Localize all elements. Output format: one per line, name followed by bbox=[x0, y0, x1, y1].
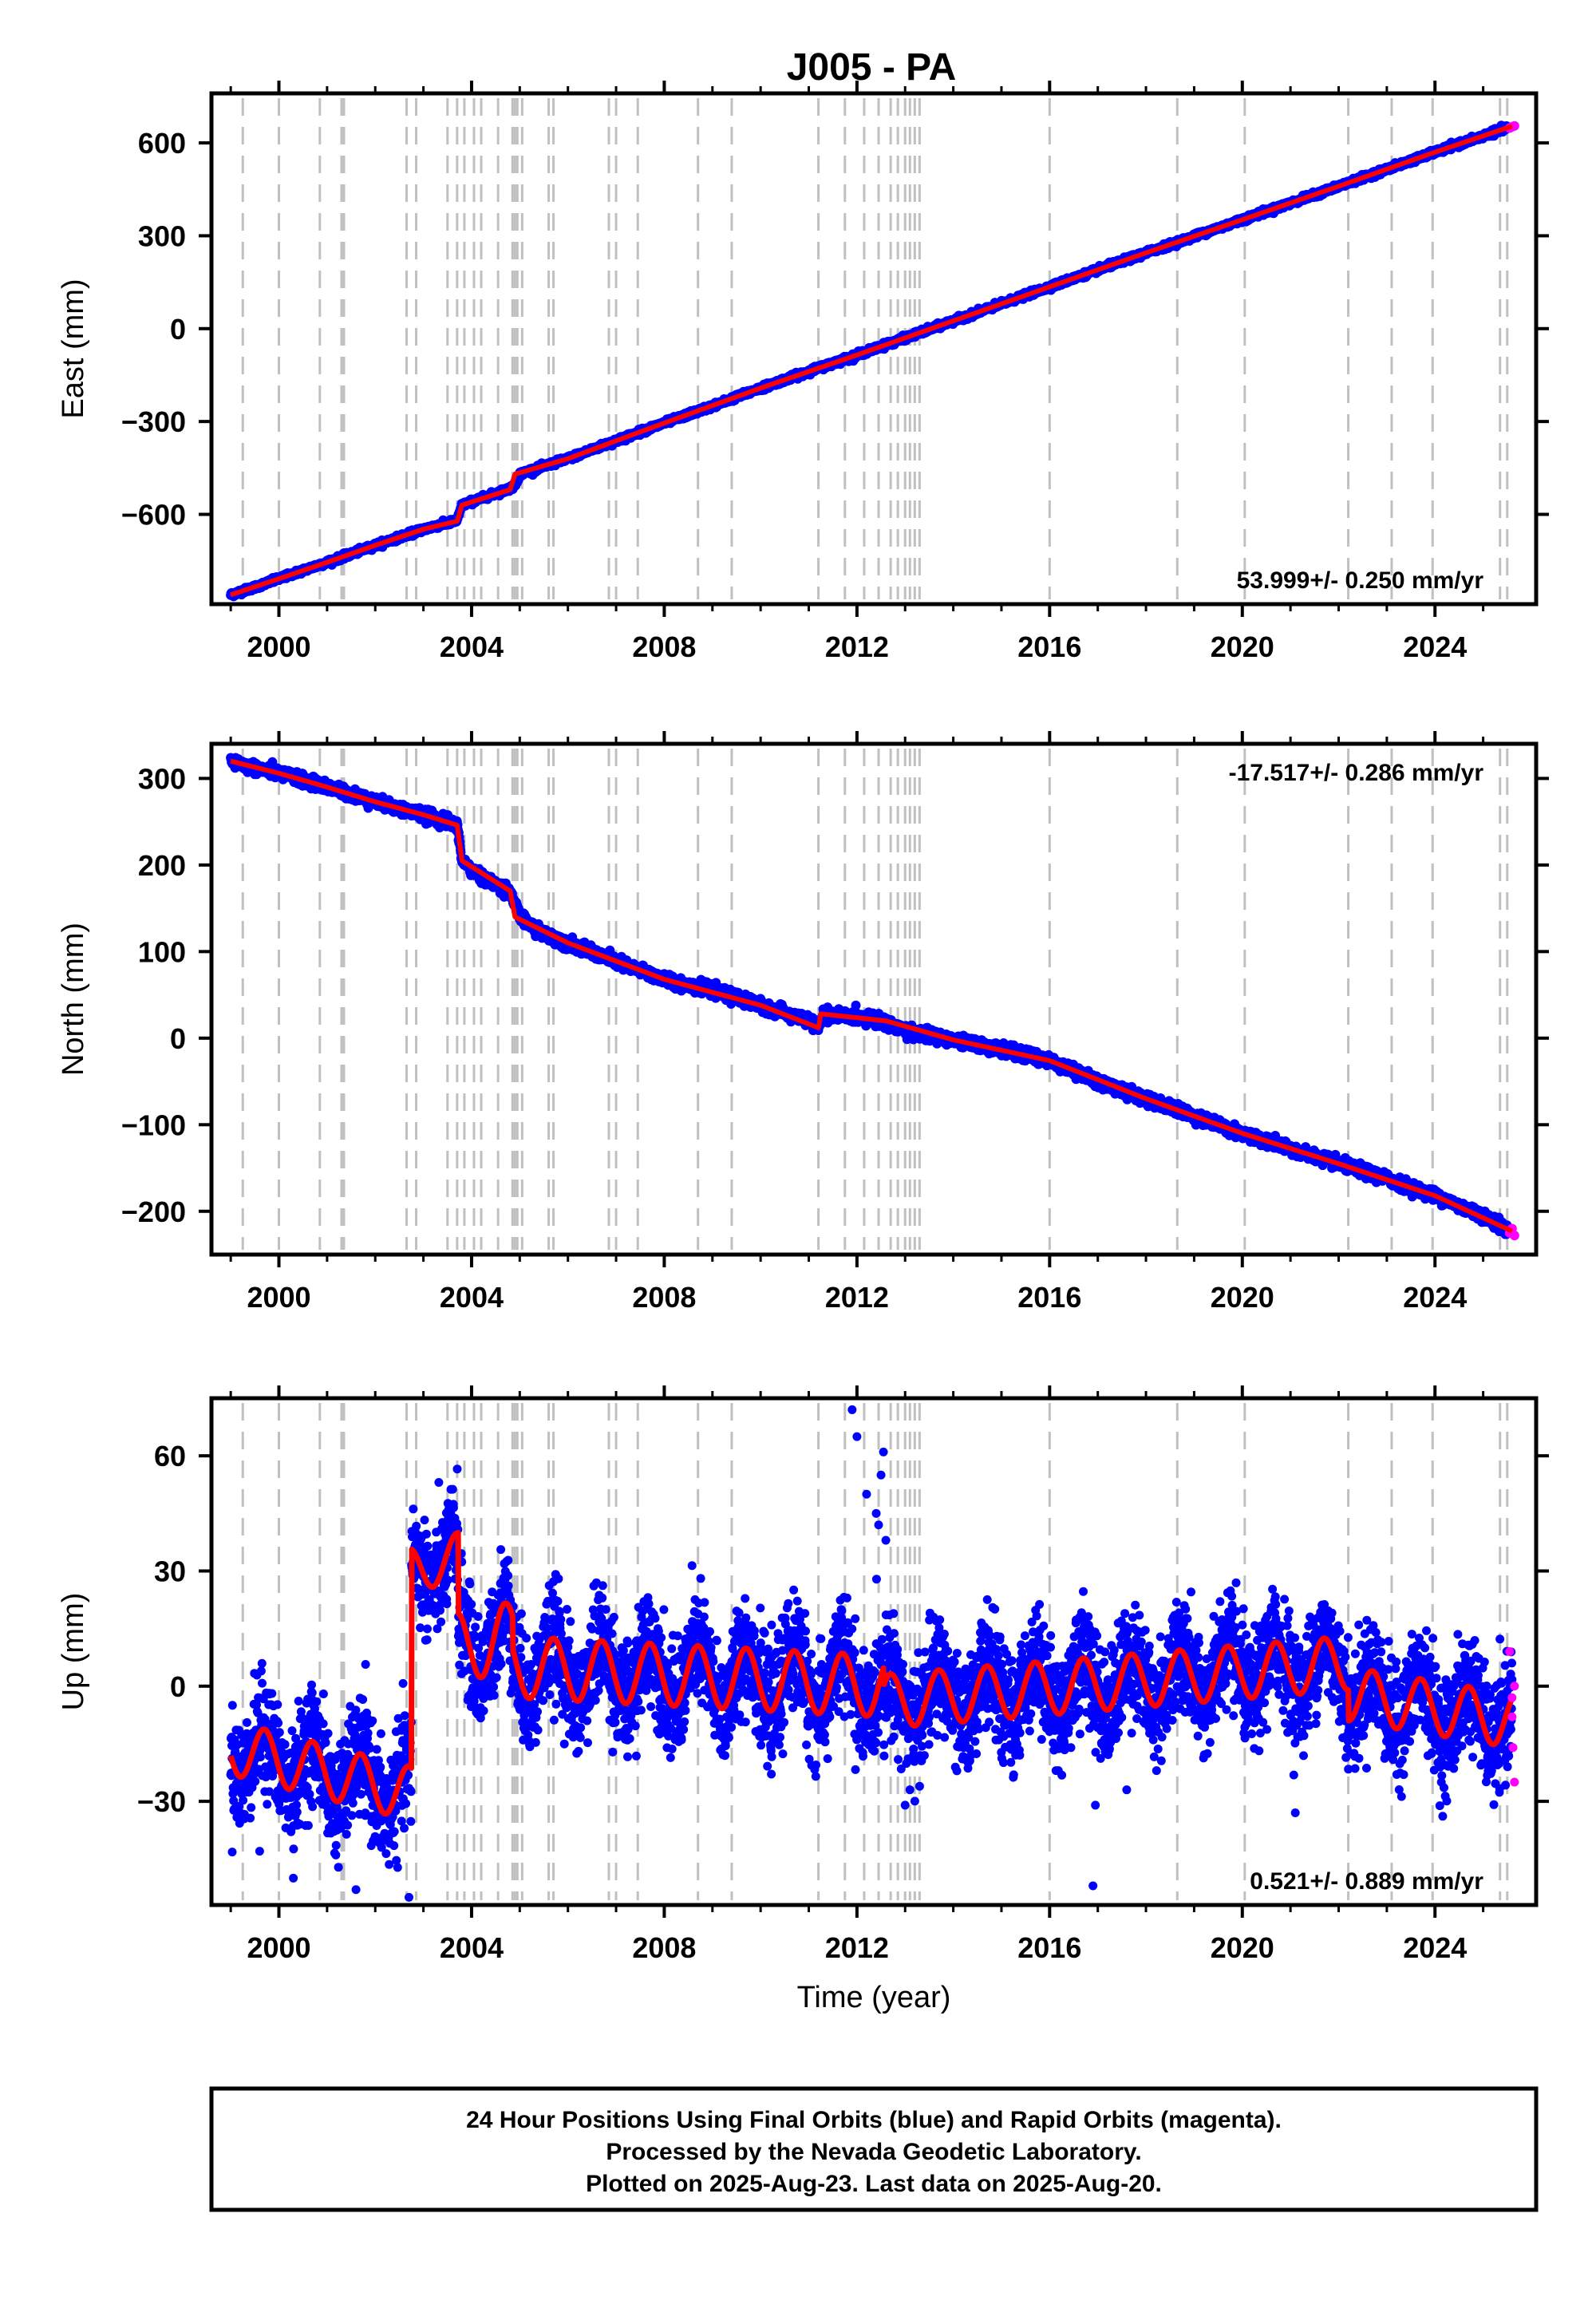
x-tick-label: 2008 bbox=[632, 630, 696, 663]
axis-ticks: 2000 2004 2008 2012 2016 2020 2024 −600 −300 0 300… bbox=[121, 81, 1549, 663]
model-fit-line bbox=[230, 124, 1513, 598]
east-panel: 2000 2004 2008 2012 2016 2020 2024 −600 −300 0 300… bbox=[57, 81, 1549, 663]
chart-title: J005 - PA bbox=[787, 46, 957, 89]
y-tick-label: 0 bbox=[170, 313, 186, 346]
y-tick-label: 600 bbox=[138, 127, 186, 160]
x-tick-label: 2000 bbox=[247, 630, 310, 663]
data-points bbox=[226, 121, 1519, 602]
x-tick-label: 2004 bbox=[440, 630, 504, 663]
y-tick-label: 300 bbox=[138, 219, 186, 252]
x-tick-label: 2012 bbox=[825, 630, 889, 663]
y-tick-label: −600 bbox=[121, 499, 186, 532]
y-tick-label: −300 bbox=[121, 405, 186, 438]
event-lines bbox=[241, 749, 1509, 1250]
data-points bbox=[226, 753, 1519, 1241]
x-tick-label: 2020 bbox=[1211, 630, 1274, 663]
north-panel: 2000 2004 2008 2012 2016 2020 2024−200−1000100… bbox=[57, 731, 1549, 1314]
plot-frame bbox=[209, 91, 1539, 607]
x-tick-label: 2016 bbox=[1017, 630, 1081, 663]
velocity-rate-label: 53.999+/- 0.250 mm/yr bbox=[1237, 567, 1484, 594]
x-tick-label: 2024 bbox=[1403, 630, 1467, 663]
event-lines bbox=[241, 98, 1509, 599]
y-axis-label: East (mm) bbox=[57, 279, 90, 418]
